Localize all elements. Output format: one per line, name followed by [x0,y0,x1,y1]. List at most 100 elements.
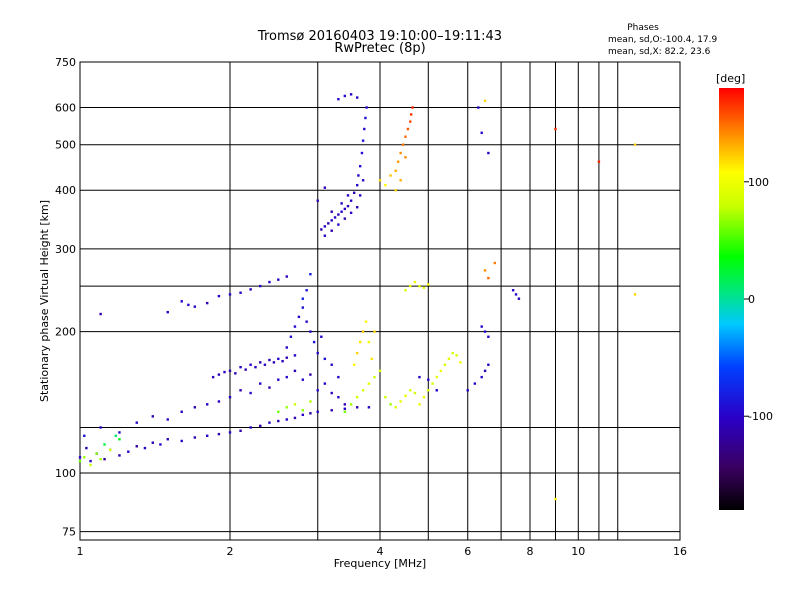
data-point [367,382,371,385]
colorbar-ticks: 100 0 -100 [744,176,773,423]
data-point [455,354,458,357]
data-point [511,289,515,292]
data-point [361,139,365,142]
y-axis-label: Stationary phase Virtual Height [km] [38,200,51,402]
data-point [406,127,410,131]
data-point [180,300,183,303]
data-point [447,357,451,361]
data-point [384,183,387,187]
data-point [337,375,340,379]
data-point [277,357,280,361]
data-point [323,382,327,385]
data-point [352,363,356,366]
data-point [352,191,356,194]
colorbar-tick-label: -100 [748,410,773,423]
data-point [118,431,121,434]
data-point [180,410,183,413]
data-point [597,160,601,163]
data-point [340,210,343,213]
data-point [268,358,271,362]
data-point [483,99,487,103]
data-point [358,164,362,168]
data-point [316,199,319,202]
data-point [217,373,221,376]
data-point [373,375,376,379]
data-point [355,183,359,187]
data-point [364,320,368,323]
data-point [399,400,402,403]
data-point [343,217,347,220]
data-point [480,375,483,379]
data-point [285,356,288,359]
data-point [418,403,421,406]
data-point [309,412,312,415]
data-point [205,403,209,406]
data-point [409,284,412,288]
data-point [360,151,364,155]
data-point [301,378,305,381]
data-point [343,94,347,98]
data-point [404,289,407,292]
data-point [159,443,162,446]
data-point [285,418,288,421]
data-point [259,284,262,288]
data-point [480,325,483,328]
data-point [439,369,443,373]
data-point [217,294,221,298]
data-point [244,368,247,371]
stats-heading: Phases [627,23,659,33]
data-point [349,93,353,96]
y-tick-label: 100 [55,467,76,480]
data-point [239,291,242,294]
data-point [361,179,365,182]
data-point [418,375,421,379]
data-point [166,310,169,314]
data-point [249,426,252,429]
data-points [78,93,637,501]
colorbar-label: [deg] [716,72,745,85]
data-point [323,357,327,361]
data-point [78,459,82,463]
data-point [259,424,262,428]
data-point [483,330,487,333]
data-point [259,361,262,364]
data-point [316,351,319,355]
data-point [358,194,362,197]
data-point [83,434,86,438]
data-point [305,320,308,323]
data-point [343,407,347,410]
data-point [330,229,333,232]
data-point [293,416,297,420]
data-point [427,378,430,381]
data-point [358,340,362,344]
data-point [305,289,308,292]
data-point [418,284,421,288]
data-point [633,293,637,296]
data-point [228,293,232,296]
data-point [401,143,405,146]
data-point [355,96,359,99]
y-tick-label: 600 [55,102,76,115]
data-point [483,369,487,373]
data-point [337,97,340,101]
data-point [223,370,226,374]
data-point [297,315,301,319]
data-point [404,156,407,159]
data-point [277,278,280,281]
y-tick-label: 75 [62,526,76,539]
data-point [285,406,288,409]
data-point [99,457,102,461]
chart-subtitle: RwPretec (8p) [334,41,425,56]
data-point [431,382,434,385]
data-point [211,375,215,379]
data-point [422,286,426,289]
y-tick-label: 300 [55,243,76,256]
data-point [473,382,477,385]
data-point [363,127,366,131]
data-point [422,396,426,399]
data-point [343,403,347,406]
data-point [384,396,387,399]
data-point [427,283,430,286]
data-point [249,363,252,366]
data-point [151,441,155,444]
